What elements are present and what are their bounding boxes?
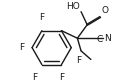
Text: F: F <box>19 43 24 52</box>
Text: O: O <box>102 6 109 15</box>
Text: C: C <box>96 35 103 44</box>
Text: HO: HO <box>66 2 79 11</box>
Text: F: F <box>39 13 44 23</box>
Text: F: F <box>76 56 81 65</box>
Text: N: N <box>104 34 111 43</box>
Text: F: F <box>32 73 37 82</box>
Text: F: F <box>59 73 64 82</box>
